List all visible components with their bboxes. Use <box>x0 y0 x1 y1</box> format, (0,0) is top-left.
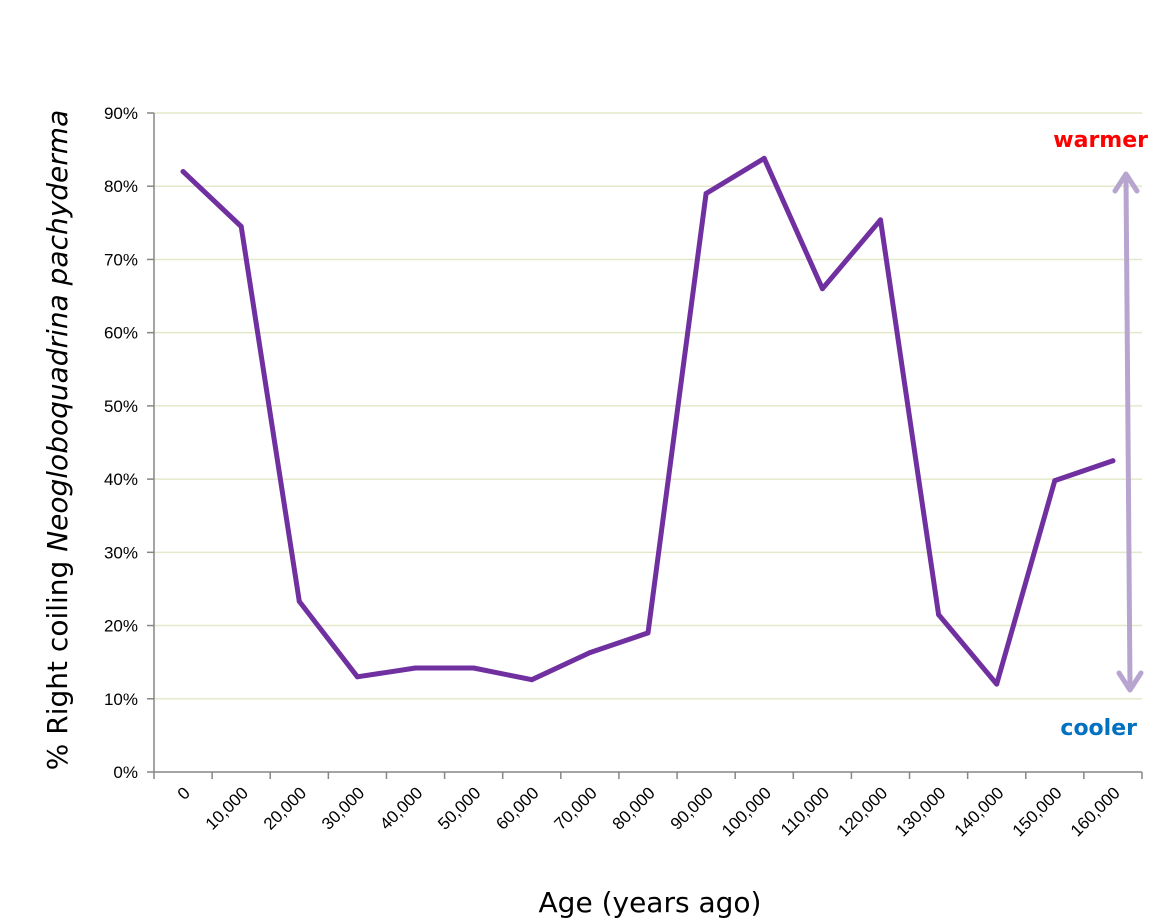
data-point <box>413 665 419 671</box>
temperature-annotation: warmer cooler <box>1053 128 1148 741</box>
x-tick-label: 150,000 <box>1009 783 1066 840</box>
data-point <box>761 155 767 161</box>
data-point <box>819 286 825 292</box>
x-tick-label: 130,000 <box>893 783 950 840</box>
data-point <box>471 665 477 671</box>
series-line <box>180 155 1116 687</box>
y-tick-label: 70% <box>104 250 138 269</box>
x-tick-labels: 0 10,000 20,000 30,000 40,000 50,000 60,000 70,… <box>174 783 1124 840</box>
x-tick-label: 80,000 <box>609 783 659 833</box>
arrow-down-head <box>1116 670 1144 693</box>
x-tick-label: 50,000 <box>434 783 484 833</box>
y-tick-label: 50% <box>104 397 138 416</box>
y-axis-title: % Right coiling Neogloboquadrina pachyde… <box>41 110 74 770</box>
y-tick-label: 20% <box>104 617 138 636</box>
data-point <box>994 681 1000 687</box>
data-point <box>296 598 302 604</box>
double-arrow-shaft <box>1123 175 1133 689</box>
y-axis-title-plain: % Right coiling <box>41 552 74 770</box>
y-tick-label: 80% <box>104 177 138 196</box>
arrow-up-head <box>1112 171 1140 194</box>
x-tick-label: 60,000 <box>492 783 542 833</box>
data-point <box>180 169 186 175</box>
x-tick-label: 70,000 <box>551 783 601 833</box>
x-tick-label: 110,000 <box>777 783 833 839</box>
series <box>180 155 1116 687</box>
x-tick-label: 160,000 <box>1067 783 1124 840</box>
x-tick-label: 100,000 <box>718 783 775 840</box>
y-tick-label: 60% <box>104 324 138 343</box>
y-tick-label: 30% <box>104 543 138 562</box>
data-point <box>354 674 360 680</box>
x-tick-label: 20,000 <box>260 783 310 833</box>
data-point <box>877 217 883 223</box>
y-tick-label: 10% <box>104 690 138 709</box>
x-tick-label: 40,000 <box>376 783 426 833</box>
data-point <box>1110 458 1116 464</box>
y-tick-labels: 0% 10% 20% 30% 40% 50% 60% 70% 80% 90% <box>104 104 138 782</box>
data-point <box>703 191 709 197</box>
data-point <box>238 223 244 229</box>
y-tick-label: 90% <box>104 104 138 123</box>
x-tick-label: 10,000 <box>202 783 252 833</box>
axes <box>147 112 1143 779</box>
data-point <box>936 612 942 618</box>
cooler-label: cooler <box>1060 716 1137 741</box>
data-point <box>645 630 651 636</box>
y-tick-label: 40% <box>104 470 138 489</box>
data-point <box>529 677 535 683</box>
y-tick-label: 0% <box>113 763 138 782</box>
x-tick-label: 30,000 <box>318 783 368 833</box>
x-tick-label: 120,000 <box>834 783 891 840</box>
x-tick-label: 0 <box>174 783 194 803</box>
x-tick-label: 140,000 <box>951 783 1008 840</box>
warmer-label: warmer <box>1053 128 1148 153</box>
x-axis-title: Age (years ago) <box>539 886 762 919</box>
data-point <box>1052 478 1058 484</box>
data-point <box>587 650 593 656</box>
gridlines <box>154 112 1142 700</box>
y-axis-title-italic: Neogloboquadrina pachyderma <box>41 110 74 552</box>
x-tick-label: 90,000 <box>667 783 717 833</box>
